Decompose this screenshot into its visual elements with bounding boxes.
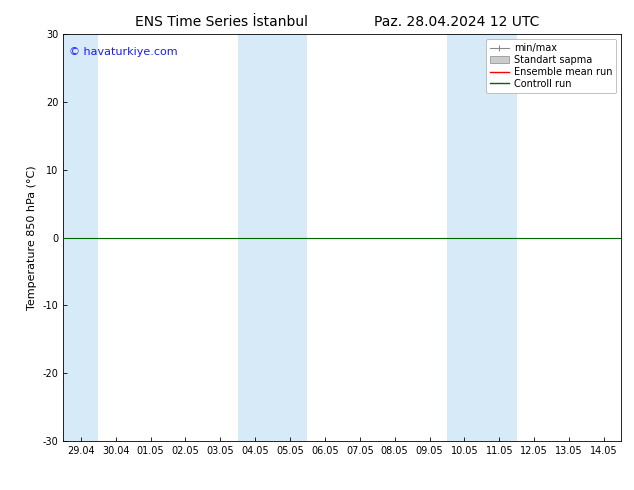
Text: © havaturkiye.com: © havaturkiye.com (69, 47, 178, 56)
Bar (238, 34, 307, 441)
Legend: min/max, Standart sapma, Ensemble mean run, Controll run: min/max, Standart sapma, Ensemble mean r… (486, 39, 616, 93)
Bar (447, 34, 517, 441)
Bar (63, 34, 98, 441)
Text: Paz. 28.04.2024 12 UTC: Paz. 28.04.2024 12 UTC (374, 15, 539, 29)
Text: ENS Time Series İstanbul: ENS Time Series İstanbul (136, 15, 308, 29)
Y-axis label: Temperature 850 hPa (°C): Temperature 850 hPa (°C) (27, 165, 37, 310)
